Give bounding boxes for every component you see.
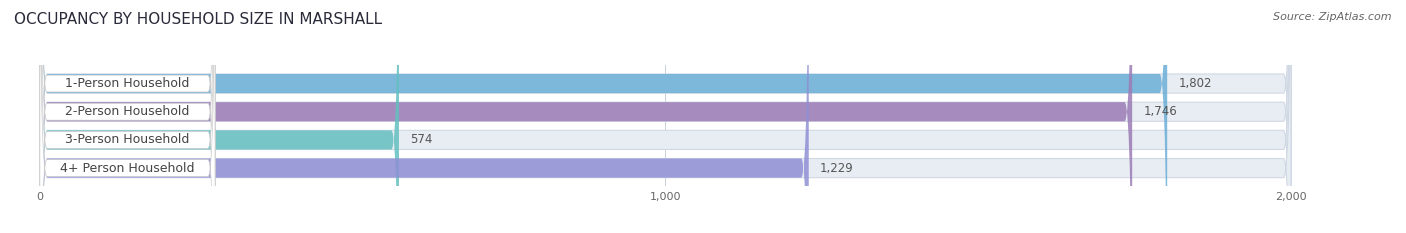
FancyBboxPatch shape <box>39 0 1291 233</box>
Text: 574: 574 <box>411 134 433 146</box>
Text: Source: ZipAtlas.com: Source: ZipAtlas.com <box>1274 12 1392 22</box>
FancyBboxPatch shape <box>39 0 1167 233</box>
FancyBboxPatch shape <box>39 0 1132 233</box>
FancyBboxPatch shape <box>39 0 399 233</box>
Text: 3-Person Household: 3-Person Household <box>65 134 190 146</box>
FancyBboxPatch shape <box>39 0 215 233</box>
FancyBboxPatch shape <box>39 0 1291 233</box>
FancyBboxPatch shape <box>39 0 1291 233</box>
FancyBboxPatch shape <box>39 0 1291 233</box>
FancyBboxPatch shape <box>39 0 215 233</box>
FancyBboxPatch shape <box>39 0 215 233</box>
Text: 2-Person Household: 2-Person Household <box>65 105 190 118</box>
Text: 4+ Person Household: 4+ Person Household <box>60 161 194 175</box>
Text: 1,802: 1,802 <box>1178 77 1212 90</box>
FancyBboxPatch shape <box>39 0 808 233</box>
Text: 1-Person Household: 1-Person Household <box>65 77 190 90</box>
Text: OCCUPANCY BY HOUSEHOLD SIZE IN MARSHALL: OCCUPANCY BY HOUSEHOLD SIZE IN MARSHALL <box>14 12 382 27</box>
FancyBboxPatch shape <box>39 0 215 233</box>
Text: 1,229: 1,229 <box>820 161 853 175</box>
Text: 1,746: 1,746 <box>1143 105 1177 118</box>
